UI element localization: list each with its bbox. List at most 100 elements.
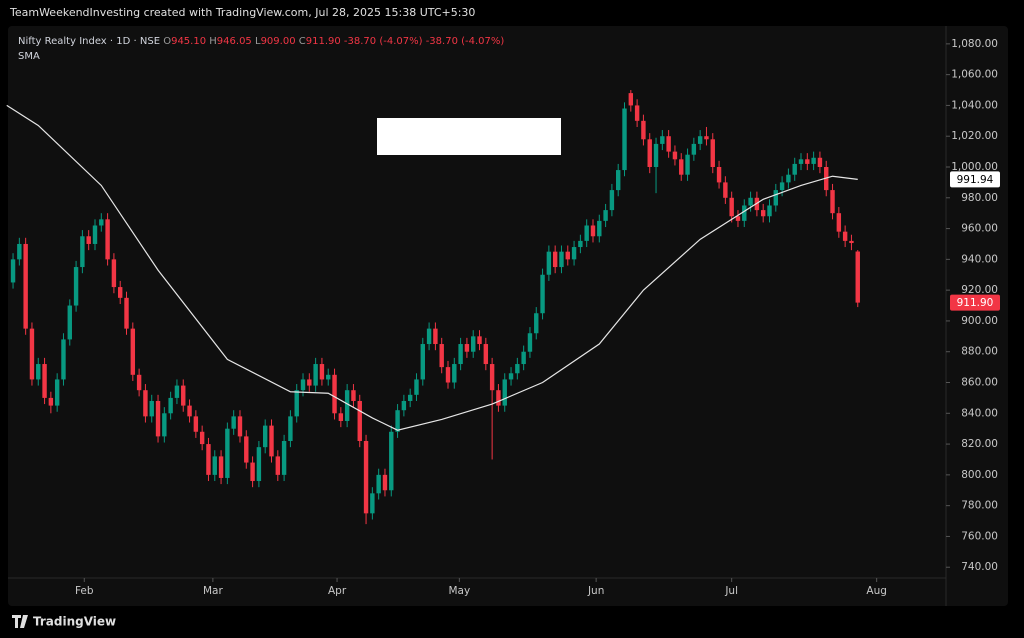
candle-body — [193, 416, 199, 432]
candle-body — [578, 240, 583, 248]
legend-value: 909.00 — [261, 36, 296, 47]
y-tick-label: 1,020.00 — [951, 130, 998, 142]
indicator-label: SMA — [18, 51, 40, 62]
candle-body — [155, 400, 161, 437]
candle-body — [597, 220, 602, 237]
legend-symbol: Nifty Realty Index · 1D · NSE — [18, 36, 160, 47]
price-label: 911.90 — [957, 297, 994, 309]
y-tick-label: 880.00 — [961, 346, 998, 358]
candle-body — [590, 225, 596, 237]
candle-body — [250, 462, 255, 482]
candle-body — [672, 151, 678, 160]
legend-value: 946.05 — [217, 36, 252, 47]
candle-body — [552, 251, 558, 268]
candle-body — [54, 379, 60, 406]
candle-body — [445, 367, 451, 383]
candle-body — [36, 364, 41, 380]
legend-label: H — [209, 36, 217, 47]
candle-body — [842, 231, 848, 241]
candle-body — [401, 400, 407, 411]
legend-label: C — [299, 36, 306, 47]
candle-body — [61, 339, 66, 380]
x-tick-label: May — [448, 585, 470, 597]
candle-body — [502, 379, 507, 406]
x-tick-label: Feb — [75, 585, 94, 597]
y-tick-label: 1,040.00 — [951, 99, 998, 111]
candle-body — [67, 305, 72, 340]
candle-body — [111, 259, 117, 288]
candle-body — [363, 441, 369, 514]
x-tick-label: Jul — [724, 585, 738, 597]
candle-body — [628, 93, 634, 106]
candle-body — [244, 436, 249, 463]
candle-body — [439, 344, 444, 368]
candle-body — [73, 267, 79, 306]
candle-body — [830, 190, 835, 214]
candle-body — [118, 287, 123, 298]
candle-body — [508, 373, 514, 380]
legend-value: 945.10 — [171, 36, 206, 47]
candle-body — [811, 157, 816, 164]
y-tick-label: 920.00 — [961, 284, 998, 296]
candle-body — [792, 163, 797, 175]
header: TeamWeekendInvesting created with Tradin… — [9, 6, 475, 19]
candle-body — [647, 139, 652, 167]
candle-body — [773, 190, 779, 206]
y-tick-label: 940.00 — [961, 253, 998, 265]
candle-body — [496, 390, 501, 406]
candle-body — [269, 425, 274, 457]
candle-body — [407, 394, 413, 401]
candle-body — [805, 159, 810, 164]
candle-body — [92, 225, 98, 244]
candle-body — [143, 390, 148, 417]
candle-body — [136, 374, 142, 391]
candle-body — [704, 136, 709, 140]
x-tick-label: Jun — [587, 585, 604, 597]
candle-body — [546, 251, 552, 275]
candle-body — [515, 364, 520, 374]
candle-body — [477, 336, 482, 345]
candle-body — [168, 397, 173, 414]
legend-change: -38.70 (-4.07%) — [426, 36, 505, 47]
candle-body — [452, 364, 457, 383]
y-tick-label: 1,060.00 — [951, 69, 998, 81]
candle-body — [653, 143, 659, 167]
candle-body — [281, 441, 287, 475]
candle-body — [357, 400, 362, 441]
candle-body — [710, 139, 715, 167]
candle-body — [697, 136, 703, 144]
candle-body — [849, 240, 854, 244]
candle-body — [433, 328, 438, 345]
candle-body — [414, 379, 419, 395]
price-label-box — [950, 294, 1000, 311]
candle-body — [534, 313, 539, 334]
candle-body — [641, 120, 646, 140]
y-tick-label: 740.00 — [961, 561, 998, 573]
candle-body — [288, 416, 293, 441]
candle-body — [42, 364, 47, 398]
logo-icon — [12, 615, 28, 628]
candle-body — [99, 219, 104, 226]
candle-body — [376, 474, 381, 494]
price-label-box — [950, 171, 1000, 188]
candle-body — [571, 247, 577, 260]
candle-body — [723, 182, 728, 198]
candle-body — [760, 210, 766, 217]
y-tick-label: 900.00 — [961, 315, 998, 327]
candle-body — [716, 167, 722, 183]
candle-body — [29, 328, 35, 380]
candle-body — [660, 136, 665, 144]
candle-body — [679, 159, 684, 175]
candle-body — [609, 190, 615, 211]
candle-body — [212, 456, 217, 475]
y-tick-label: 820.00 — [961, 438, 998, 450]
candle-body — [326, 374, 331, 380]
x-tick-label: Apr — [328, 585, 347, 597]
candle-body — [262, 425, 268, 448]
footer-logo[interactable]: TradingView — [33, 615, 116, 629]
legend: Nifty Realty Index · 1D · NSE O945.10 H9… — [18, 36, 504, 47]
candle-body — [86, 236, 91, 244]
y-tick-label: 1,000.00 — [951, 161, 998, 173]
candle-body — [23, 243, 28, 329]
candle-body — [382, 474, 388, 491]
